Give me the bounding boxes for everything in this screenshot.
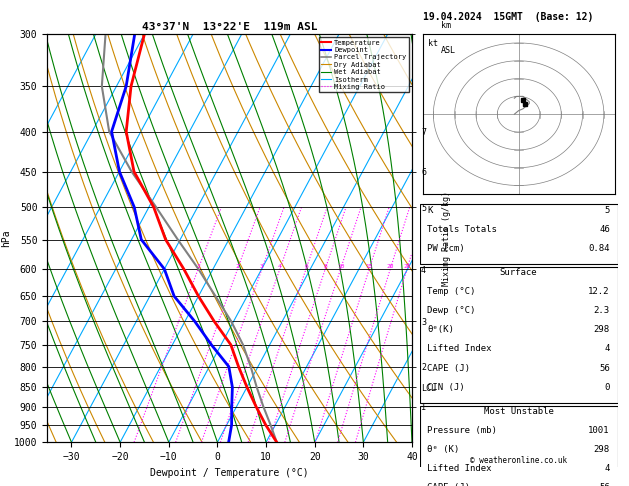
Text: K: K <box>428 206 433 215</box>
Text: © weatheronline.co.uk: © weatheronline.co.uk <box>470 456 567 465</box>
Text: Totals Totals: Totals Totals <box>428 225 498 234</box>
Text: kt: kt <box>428 39 438 48</box>
Text: 4: 4 <box>604 345 610 353</box>
Bar <box>420 406 618 486</box>
X-axis label: Dewpoint / Temperature (°C): Dewpoint / Temperature (°C) <box>150 468 309 478</box>
Text: 3: 3 <box>260 264 264 269</box>
Text: 19.04.2024  15GMT  (Base: 12): 19.04.2024 15GMT (Base: 12) <box>423 12 593 22</box>
Text: Temp (°C): Temp (°C) <box>428 287 476 296</box>
Text: 0.84: 0.84 <box>588 244 610 253</box>
Text: Pressure (mb): Pressure (mb) <box>428 426 498 435</box>
Text: 1001: 1001 <box>588 426 610 435</box>
Text: 0: 0 <box>604 382 610 392</box>
Text: 10: 10 <box>337 264 344 269</box>
Text: 56: 56 <box>599 364 610 373</box>
Text: θᵉ (K): θᵉ (K) <box>428 445 460 454</box>
Y-axis label: hPa: hPa <box>1 229 11 247</box>
Text: 12.2: 12.2 <box>588 287 610 296</box>
Text: 8: 8 <box>323 264 327 269</box>
Text: 20: 20 <box>387 264 394 269</box>
Text: CAPE (J): CAPE (J) <box>428 483 470 486</box>
Text: 4: 4 <box>278 264 282 269</box>
Text: 2.3: 2.3 <box>594 306 610 315</box>
Text: 5: 5 <box>604 206 610 215</box>
Text: km: km <box>441 21 451 30</box>
Text: 15: 15 <box>365 264 373 269</box>
Text: Most Unstable: Most Unstable <box>484 407 554 416</box>
Bar <box>420 267 618 403</box>
Bar <box>420 204 618 264</box>
Title: 43°37'N  13°22'E  119m ASL: 43°37'N 13°22'E 119m ASL <box>142 22 318 32</box>
Text: ASL: ASL <box>441 46 456 55</box>
Text: Lifted Index: Lifted Index <box>428 464 492 473</box>
Text: Dewp (°C): Dewp (°C) <box>428 306 476 315</box>
Text: 6: 6 <box>304 264 308 269</box>
Text: 46: 46 <box>599 225 610 234</box>
Text: θᵉ(K): θᵉ(K) <box>428 326 454 334</box>
Text: 2: 2 <box>236 264 240 269</box>
Text: Lifted Index: Lifted Index <box>428 345 492 353</box>
Text: Surface: Surface <box>500 268 537 277</box>
Text: 1: 1 <box>196 264 200 269</box>
Text: 56: 56 <box>599 483 610 486</box>
Text: CAPE (J): CAPE (J) <box>428 364 470 373</box>
Legend: Temperature, Dewpoint, Parcel Trajectory, Dry Adiabat, Wet Adiabat, Isotherm, Mi: Temperature, Dewpoint, Parcel Trajectory… <box>319 37 408 92</box>
Y-axis label: Mixing Ratio (g/kg): Mixing Ratio (g/kg) <box>442 191 450 286</box>
Text: 298: 298 <box>594 326 610 334</box>
Text: CIN (J): CIN (J) <box>428 382 465 392</box>
Text: PW (cm): PW (cm) <box>428 244 465 253</box>
Text: 298: 298 <box>594 445 610 454</box>
Text: 25: 25 <box>403 264 411 269</box>
Text: 4: 4 <box>604 464 610 473</box>
